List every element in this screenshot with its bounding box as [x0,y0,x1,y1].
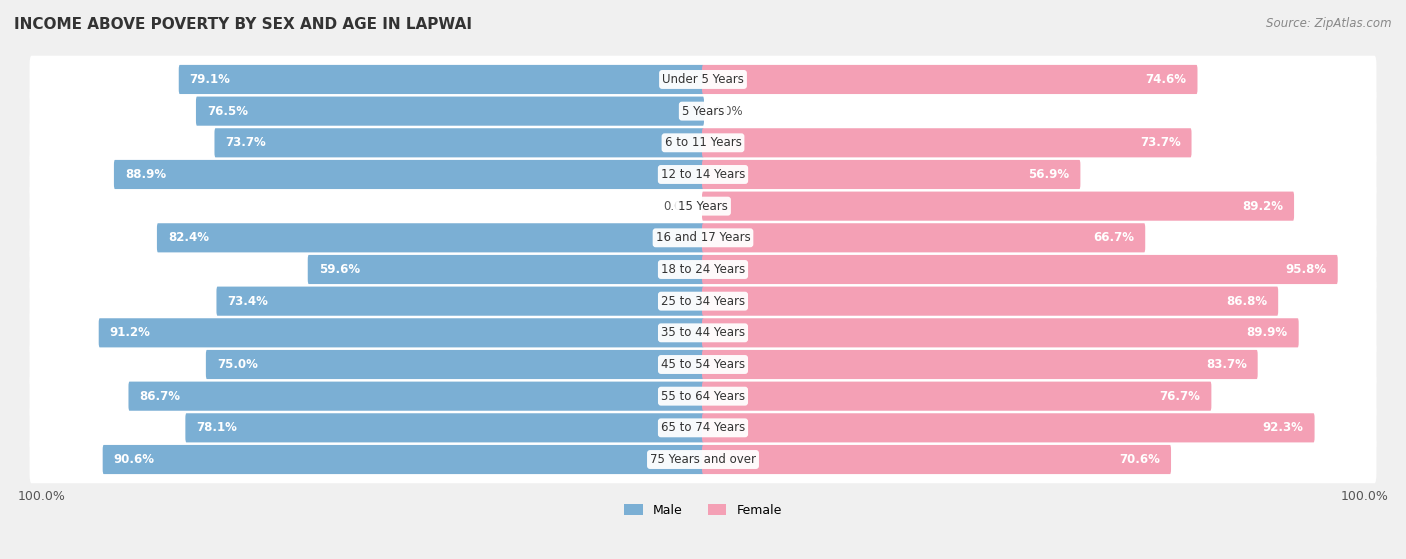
Text: 88.9%: 88.9% [125,168,166,181]
FancyBboxPatch shape [702,445,1171,474]
Text: 86.8%: 86.8% [1226,295,1267,307]
Text: 76.5%: 76.5% [207,105,247,117]
Text: 6 to 11 Years: 6 to 11 Years [665,136,741,149]
FancyBboxPatch shape [103,445,704,474]
FancyBboxPatch shape [702,65,1198,94]
Text: 73.7%: 73.7% [225,136,266,149]
Text: 74.6%: 74.6% [1146,73,1187,86]
Text: 79.1%: 79.1% [190,73,231,86]
Text: 5 Years: 5 Years [682,105,724,117]
Text: 15 Years: 15 Years [678,200,728,212]
Text: 66.7%: 66.7% [1094,231,1135,244]
FancyBboxPatch shape [30,119,1376,167]
FancyBboxPatch shape [702,192,1294,221]
Text: 75 Years and over: 75 Years and over [650,453,756,466]
Legend: Male, Female: Male, Female [619,499,787,522]
Text: INCOME ABOVE POVERTY BY SEX AND AGE IN LAPWAI: INCOME ABOVE POVERTY BY SEX AND AGE IN L… [14,17,472,32]
Text: 78.1%: 78.1% [197,421,238,434]
Text: 73.7%: 73.7% [1140,136,1181,149]
FancyBboxPatch shape [702,287,1278,316]
Text: 73.4%: 73.4% [228,295,269,307]
FancyBboxPatch shape [702,160,1080,189]
Text: 45 to 54 Years: 45 to 54 Years [661,358,745,371]
Text: 55 to 64 Years: 55 to 64 Years [661,390,745,402]
FancyBboxPatch shape [195,97,704,126]
FancyBboxPatch shape [30,277,1376,325]
FancyBboxPatch shape [30,214,1376,262]
Text: 0.0%: 0.0% [713,105,742,117]
FancyBboxPatch shape [30,309,1376,357]
Text: 91.2%: 91.2% [110,326,150,339]
Text: 16 and 17 Years: 16 and 17 Years [655,231,751,244]
FancyBboxPatch shape [205,350,704,379]
Text: 89.9%: 89.9% [1247,326,1288,339]
Text: 83.7%: 83.7% [1206,358,1247,371]
Text: Source: ZipAtlas.com: Source: ZipAtlas.com [1267,17,1392,30]
FancyBboxPatch shape [30,182,1376,230]
FancyBboxPatch shape [702,128,1191,158]
Text: 12 to 14 Years: 12 to 14 Years [661,168,745,181]
Text: 75.0%: 75.0% [217,358,257,371]
FancyBboxPatch shape [157,223,704,252]
FancyBboxPatch shape [30,436,1376,484]
Text: 95.8%: 95.8% [1285,263,1327,276]
Text: 59.6%: 59.6% [319,263,360,276]
FancyBboxPatch shape [30,372,1376,420]
Text: 18 to 24 Years: 18 to 24 Years [661,263,745,276]
FancyBboxPatch shape [128,382,704,411]
FancyBboxPatch shape [186,413,704,442]
FancyBboxPatch shape [30,87,1376,135]
Text: 86.7%: 86.7% [139,390,180,402]
Text: 25 to 34 Years: 25 to 34 Years [661,295,745,307]
Text: Under 5 Years: Under 5 Years [662,73,744,86]
Text: 65 to 74 Years: 65 to 74 Years [661,421,745,434]
FancyBboxPatch shape [702,255,1337,284]
FancyBboxPatch shape [308,255,704,284]
FancyBboxPatch shape [30,56,1376,103]
FancyBboxPatch shape [30,151,1376,198]
Text: 89.2%: 89.2% [1241,200,1284,212]
Text: 0.0%: 0.0% [664,200,693,212]
Text: 90.6%: 90.6% [114,453,155,466]
FancyBboxPatch shape [702,413,1315,442]
FancyBboxPatch shape [30,404,1376,452]
FancyBboxPatch shape [702,318,1299,347]
Text: 82.4%: 82.4% [167,231,209,244]
FancyBboxPatch shape [702,223,1146,252]
FancyBboxPatch shape [702,382,1212,411]
FancyBboxPatch shape [217,287,704,316]
FancyBboxPatch shape [114,160,704,189]
FancyBboxPatch shape [98,318,704,347]
FancyBboxPatch shape [179,65,704,94]
Text: 70.6%: 70.6% [1119,453,1160,466]
FancyBboxPatch shape [215,128,704,158]
Text: 92.3%: 92.3% [1263,421,1303,434]
FancyBboxPatch shape [30,246,1376,293]
Text: 56.9%: 56.9% [1028,168,1070,181]
Text: 35 to 44 Years: 35 to 44 Years [661,326,745,339]
FancyBboxPatch shape [30,341,1376,389]
Text: 76.7%: 76.7% [1160,390,1201,402]
FancyBboxPatch shape [702,350,1258,379]
